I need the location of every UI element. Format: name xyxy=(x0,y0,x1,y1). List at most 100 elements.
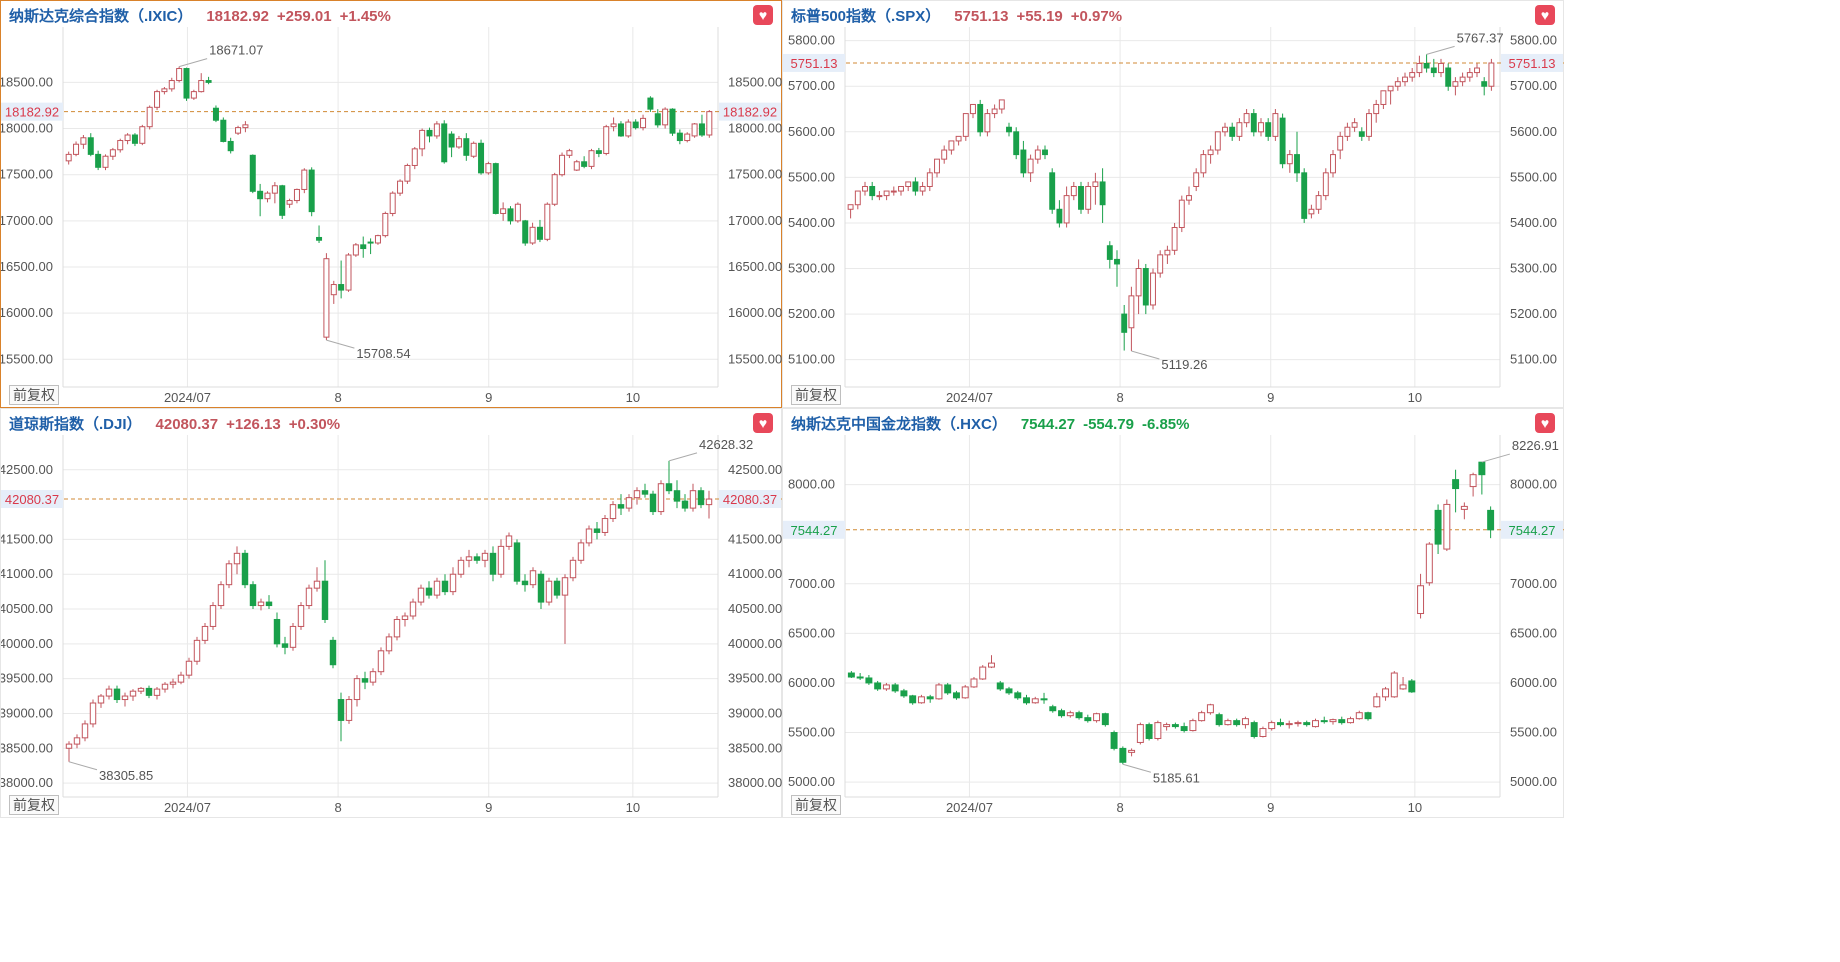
candle xyxy=(970,103,976,119)
candle xyxy=(73,141,80,157)
candle xyxy=(1236,118,1243,141)
y-tick-label-left: 5600.00 xyxy=(788,124,835,139)
candle-body xyxy=(1056,208,1063,224)
candle-body xyxy=(854,190,861,206)
candle-body xyxy=(265,601,273,607)
chart-panel[interactable]: 标普500指数（.SPX） 5751.13 +55.19 +0.97% ♥ 2024/07… xyxy=(782,0,1564,408)
candle-body xyxy=(105,688,113,697)
candle-body xyxy=(537,573,545,603)
current-price-label-right: 5751.13 xyxy=(1509,56,1556,71)
candle-body xyxy=(1049,706,1057,712)
candle-body xyxy=(168,80,175,90)
low-annotation: 5119.26 xyxy=(1161,357,1207,372)
candle xyxy=(1294,131,1300,182)
candle xyxy=(1347,716,1354,724)
change-value: +55.19 xyxy=(1016,8,1063,25)
price-adjust-button[interactable]: 前复权 xyxy=(791,795,841,815)
candle xyxy=(1408,678,1416,693)
candle xyxy=(293,188,300,204)
month-label: 10 xyxy=(626,800,640,815)
candle xyxy=(529,222,536,245)
candle-body xyxy=(220,119,227,142)
candle xyxy=(1058,708,1066,718)
favorite-heart-icon[interactable]: ♥ xyxy=(1535,5,1555,25)
change-value: +126.13 xyxy=(226,416,281,433)
price-adjust-button[interactable]: 前复权 xyxy=(9,795,59,815)
candle-body xyxy=(593,528,601,533)
candle xyxy=(545,577,553,606)
annotation-leader xyxy=(1122,763,1151,773)
current-price-tag-right xyxy=(1501,53,1563,72)
candle-body xyxy=(457,559,465,575)
candle-body xyxy=(145,687,153,696)
y-tick-label-right: 5200.00 xyxy=(1510,306,1557,321)
candle-body xyxy=(249,154,256,192)
candle xyxy=(249,581,257,610)
candle xyxy=(961,684,969,699)
favorite-heart-icon[interactable]: ♥ xyxy=(753,413,773,433)
candle-body xyxy=(912,181,919,192)
candlestick-chart[interactable]: 2024/07 8 9 10 42500.00 42500.00 41500.00 41500… xyxy=(1,409,783,819)
price-adjust-button[interactable]: 前复权 xyxy=(791,385,841,405)
candle xyxy=(1478,461,1486,495)
change-value: +259.01 xyxy=(276,8,332,25)
candle xyxy=(131,133,138,147)
candle-body xyxy=(271,185,278,194)
candlestick-chart[interactable]: 2024/07 8 9 10 8000.00 8000.00 7000.00 7000.00 6… xyxy=(783,409,1565,819)
candle-body xyxy=(1020,149,1027,174)
candle-body xyxy=(691,123,698,137)
candle xyxy=(1285,720,1293,729)
candle-body xyxy=(1390,672,1398,698)
candle-body xyxy=(561,577,569,596)
candle-body xyxy=(1145,724,1153,739)
candle xyxy=(640,114,647,131)
candle-body xyxy=(441,580,449,593)
candle xyxy=(1250,109,1257,137)
y-tick-label-left: 8000.00 xyxy=(788,477,835,492)
candle-body xyxy=(665,483,673,492)
candle xyxy=(338,260,345,299)
candle-body xyxy=(301,169,308,190)
candle-body xyxy=(1186,195,1192,201)
candle-body xyxy=(183,68,190,99)
candle xyxy=(1093,712,1101,723)
candlestick-chart[interactable]: 2024/07 8 9 10 18500.00 18500.00 18000.00 18000… xyxy=(1,1,783,409)
annotation-leader xyxy=(68,761,98,771)
chart-panel[interactable]: 纳斯达克综合指数（.IXIC） 18182.92 +259.01 +1.45% ♥ 202… xyxy=(0,0,782,408)
chart-panel[interactable]: 道琼斯指数（.DJI） 42080.37 +126.13 +0.30% ♥ 2024/07… xyxy=(0,408,782,818)
candle-body xyxy=(313,580,321,589)
candle-body xyxy=(1101,713,1109,726)
candle xyxy=(233,546,241,575)
candle xyxy=(882,682,890,691)
candle xyxy=(1164,245,1171,264)
candle-body xyxy=(455,138,462,148)
candlestick-chart[interactable]: 2024/07 8 9 10 5800.00 5800.00 5700.00 5700.00 5… xyxy=(783,1,1565,409)
candle xyxy=(316,225,323,243)
candle-body xyxy=(1330,154,1336,174)
price-adjust-button[interactable]: 前复权 xyxy=(9,385,59,405)
chart-panel[interactable]: 纳斯达克中国金龙指数（.HXC） 7544.27 -554.79 -6.85% ♥ 202… xyxy=(782,408,1564,818)
y-tick-label-left: 42500.00 xyxy=(1,462,53,477)
candle-body xyxy=(609,504,617,520)
candle-body xyxy=(1466,72,1473,78)
candle-body xyxy=(330,284,337,296)
candle-body xyxy=(529,226,536,244)
candle-body xyxy=(553,580,561,596)
candle-body xyxy=(1329,719,1337,723)
candle-body xyxy=(633,490,641,499)
candle xyxy=(1430,58,1437,78)
candle xyxy=(935,682,943,700)
candle-body xyxy=(264,192,271,200)
candle-body xyxy=(131,134,138,144)
high-annotation: 18671.07 xyxy=(209,43,263,58)
candle-body xyxy=(321,580,329,620)
candle xyxy=(876,191,883,201)
candle xyxy=(457,556,465,578)
month-label: 8 xyxy=(334,390,341,405)
favorite-heart-icon[interactable]: ♥ xyxy=(753,5,773,25)
favorite-heart-icon[interactable]: ♥ xyxy=(1535,413,1555,433)
candle-body xyxy=(649,493,657,513)
candle-body xyxy=(970,678,978,688)
candle xyxy=(691,123,698,138)
candle xyxy=(684,132,691,143)
